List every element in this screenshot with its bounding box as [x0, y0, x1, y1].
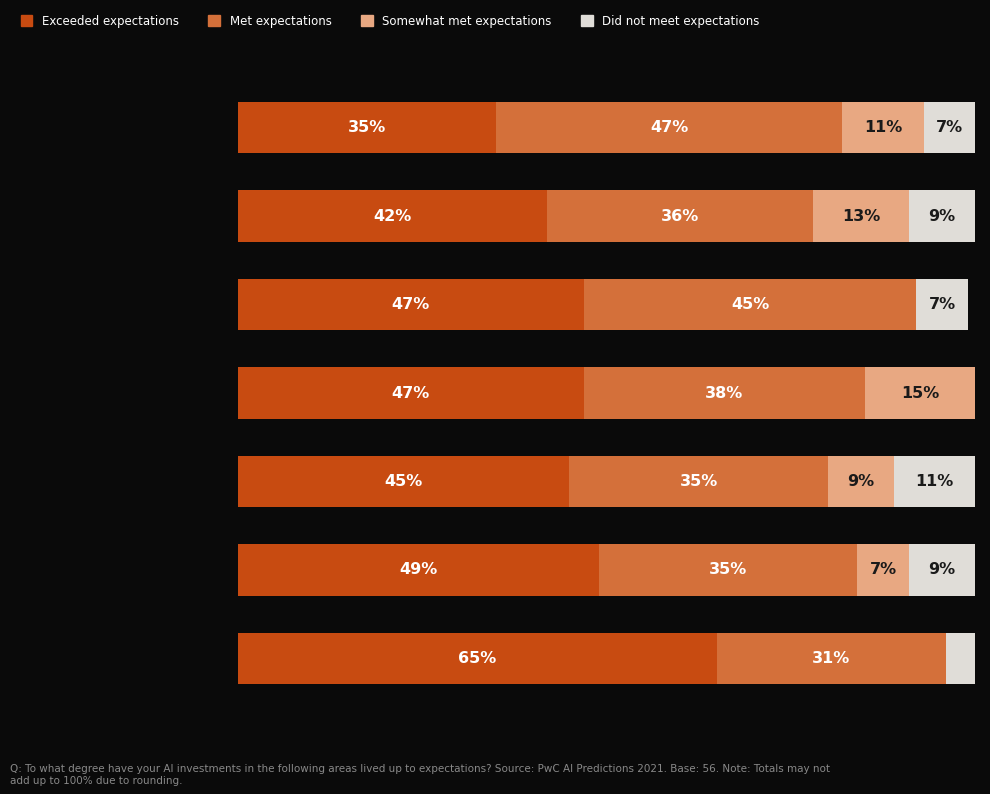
Bar	[916, 279, 968, 330]
Bar	[238, 633, 717, 684]
Text: 35%: 35%	[679, 474, 718, 489]
Text: 45%: 45%	[384, 474, 423, 489]
Text: 36%: 36%	[661, 209, 699, 224]
Text: Q: To what degree have your AI investments in the following areas lived up to ex: Q: To what degree have your AI investmen…	[10, 765, 830, 786]
Bar	[238, 191, 547, 241]
Text: 15%: 15%	[901, 386, 939, 400]
Bar	[238, 545, 599, 596]
Bar	[894, 456, 975, 507]
Bar	[909, 545, 975, 596]
Bar	[496, 102, 842, 153]
Text: 45%: 45%	[731, 297, 769, 312]
Bar	[813, 191, 909, 241]
Text: 9%: 9%	[847, 474, 874, 489]
Bar	[924, 102, 975, 153]
Text: 13%: 13%	[842, 209, 880, 224]
Text: 35%: 35%	[709, 562, 747, 577]
Bar	[569, 456, 828, 507]
Text: 47%: 47%	[650, 120, 688, 135]
Bar	[238, 456, 569, 507]
Bar	[584, 279, 916, 330]
Text: 7%: 7%	[936, 120, 963, 135]
Text: 9%: 9%	[929, 562, 955, 577]
Legend: Exceeded expectations, Met expectations, Somewhat met expectations, Did not meet: Exceeded expectations, Met expectations,…	[16, 10, 764, 33]
Text: 65%: 65%	[458, 651, 496, 666]
Bar	[909, 191, 975, 241]
Text: 47%: 47%	[392, 297, 430, 312]
Text: 7%: 7%	[929, 297, 955, 312]
Bar	[864, 368, 975, 418]
Text: 35%: 35%	[347, 120, 386, 135]
Text: 7%: 7%	[869, 562, 897, 577]
Text: 38%: 38%	[705, 386, 743, 400]
Bar	[238, 368, 584, 418]
Text: 11%: 11%	[864, 120, 902, 135]
Bar	[584, 368, 864, 418]
Bar	[945, 633, 975, 684]
Bar	[717, 633, 945, 684]
Bar	[238, 279, 584, 330]
Text: 47%: 47%	[392, 386, 430, 400]
Bar	[238, 102, 496, 153]
Text: 31%: 31%	[812, 651, 850, 666]
Bar	[828, 456, 894, 507]
Text: 11%: 11%	[916, 474, 953, 489]
Bar	[599, 545, 857, 596]
Text: 9%: 9%	[929, 209, 955, 224]
Bar	[842, 102, 924, 153]
Text: 42%: 42%	[373, 209, 412, 224]
Bar	[547, 191, 813, 241]
Text: 49%: 49%	[399, 562, 438, 577]
Bar	[857, 545, 909, 596]
